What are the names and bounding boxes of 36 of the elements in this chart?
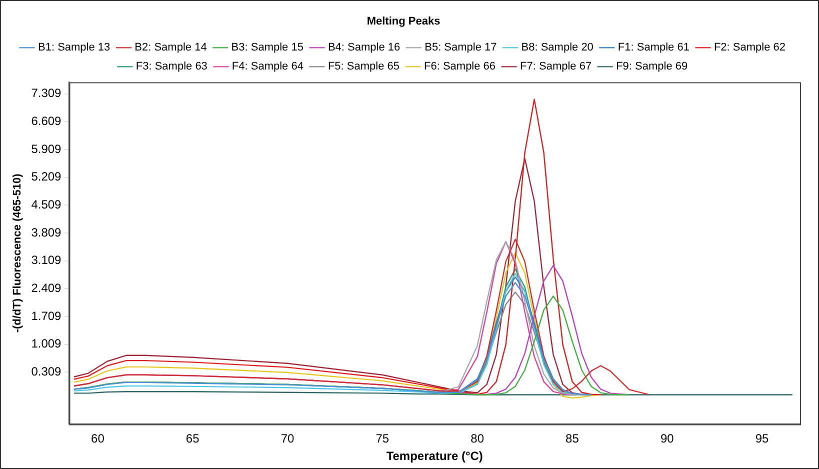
y-tick-label: 1.009 (31, 336, 62, 351)
legend-label: F6: Sample 66 (424, 60, 496, 73)
x-tick-label: 95 (755, 432, 770, 446)
y-tick-label: 6.609 (31, 114, 62, 128)
chart-title: Melting Peaks (366, 16, 440, 28)
x-tick-label: 75 (376, 432, 390, 446)
x-tick-label: 90 (660, 432, 674, 446)
legend-label: F3: Sample 63 (136, 60, 208, 73)
y-tick-label: 1.709 (31, 308, 62, 323)
legend-label: B8: Sample 20 (521, 42, 594, 54)
y-tick-label: 3.109 (31, 253, 62, 268)
legend-label: B4: Sample 16 (328, 42, 400, 54)
legend-label: B5: Sample 17 (424, 42, 497, 54)
legend-label: B3: Sample 15 (231, 42, 304, 54)
legend-label: B2: Sample 14 (134, 42, 207, 54)
legend-label: F5: Sample 65 (328, 60, 400, 73)
y-tick-label: 5.909 (31, 142, 62, 156)
legend-label: F4: Sample 64 (232, 60, 304, 73)
y-tick-label: 5.209 (31, 170, 62, 184)
legend-label: F2: Sample 62 (714, 42, 786, 54)
x-axis-title: Temperature (°C) (386, 449, 483, 464)
x-tick-label: 70 (280, 432, 295, 446)
legend-label: F1: Sample 61 (618, 42, 690, 54)
x-tick-label: 85 (566, 432, 580, 446)
x-tick-label: 65 (186, 432, 200, 446)
x-tick-label: 60 (91, 432, 105, 446)
y-axis-title: -(d/dT) Fluorescence (465-510) (12, 173, 24, 333)
legend-label: F7: Sample 67 (520, 60, 592, 73)
y-tick-label: 4.509 (31, 197, 62, 212)
y-tick-label: 7.309 (31, 86, 62, 100)
y-tick-label: 0.309 (31, 364, 62, 378)
legend-label: F9: Sample 69 (616, 60, 688, 73)
legend-label: B1: Sample 13 (38, 42, 110, 54)
y-tick-label: 2.409 (31, 280, 62, 295)
x-tick-label: 80 (470, 432, 484, 446)
y-tick-label: 3.809 (31, 225, 62, 240)
